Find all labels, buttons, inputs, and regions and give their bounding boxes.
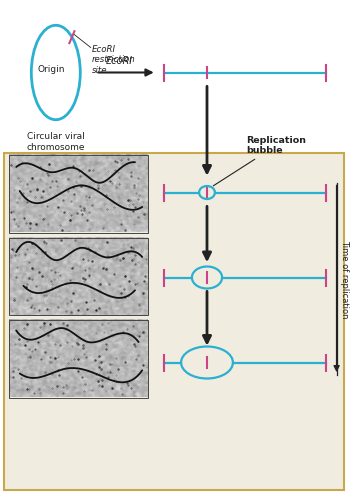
FancyBboxPatch shape [4, 152, 344, 490]
Text: Origin: Origin [38, 66, 65, 74]
Text: Replication
bubble: Replication bubble [213, 136, 307, 186]
Text: EcoRI: EcoRI [106, 56, 133, 66]
Bar [9, 238, 148, 315]
Text: Circular viral
chromosome: Circular viral chromosome [27, 132, 85, 152]
Text: Time of replication: Time of replication [340, 240, 349, 318]
Bar [9, 155, 148, 232]
Text: EcoRI
restriction
site: EcoRI restriction site [92, 45, 136, 75]
Bar [9, 320, 148, 398]
